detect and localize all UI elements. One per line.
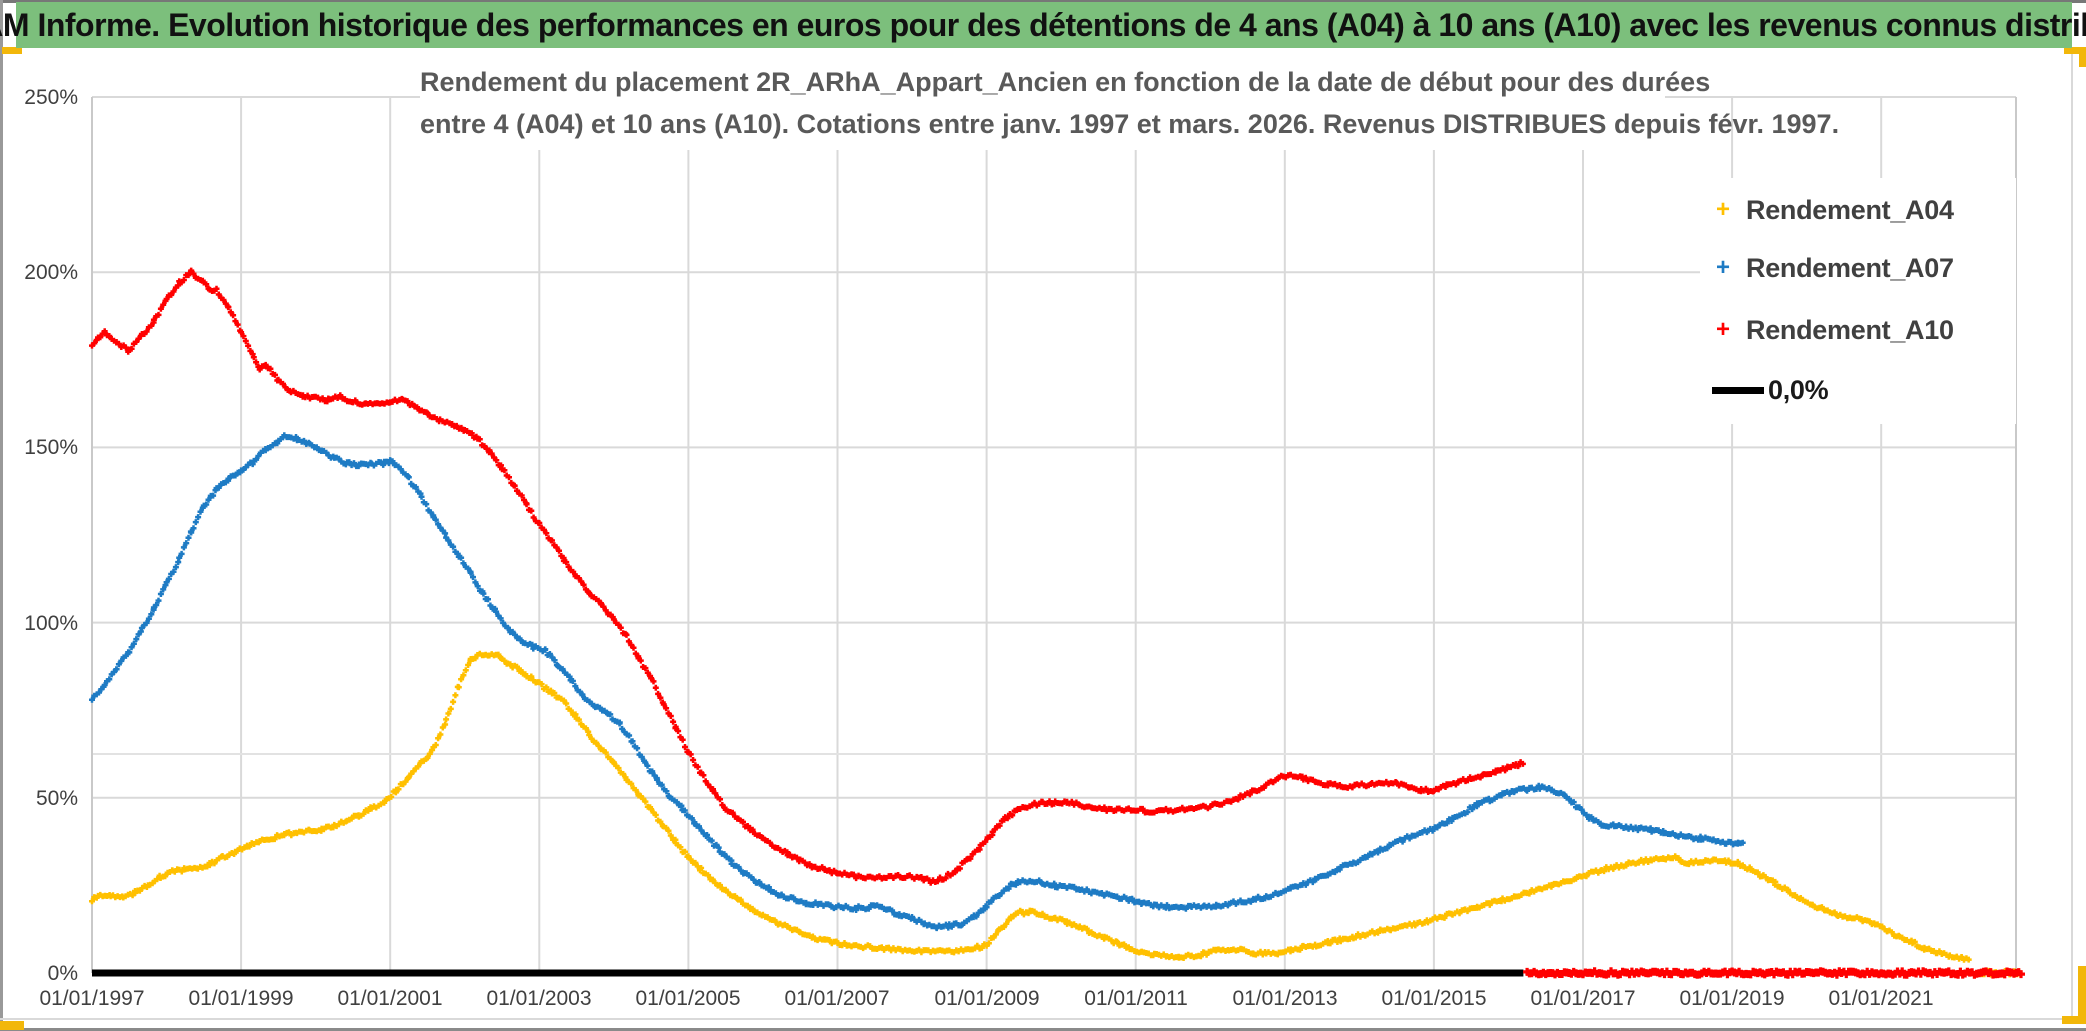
x-axis-label-2021: 01/01/2021 <box>1828 987 1934 1010</box>
x-axis-label-2019: 01/01/2019 <box>1679 987 1785 1010</box>
legend-label: 0,0% <box>1768 374 1829 405</box>
y-axis-label-200: 200% <box>24 261 78 284</box>
x-axis-label-1999: 01/01/1999 <box>188 987 294 1010</box>
x-axis-label-2013: 01/01/2013 <box>1232 987 1338 1010</box>
header-title: ADAM Informe. Evolution historique des p… <box>0 6 2086 43</box>
legend-label: Rendement_A07 <box>1746 252 1954 283</box>
x-axis-label-2001: 01/01/2001 <box>337 987 443 1010</box>
x-axis-label-2015: 01/01/2015 <box>1381 987 1487 1010</box>
frame-border-bottom <box>0 1028 2086 1031</box>
plus-marker-icon: + <box>1715 196 1730 223</box>
y-axis-label-150: 150% <box>24 436 78 459</box>
accent-bottom-right-v <box>2078 966 2086 1024</box>
frame-line-bottom-inner <box>0 1018 2086 1020</box>
chart-title-line2: entre 4 (A04) et 10 ans (A10). Cotations… <box>420 109 1840 139</box>
series-rendement-a10-zero-tail <box>1523 967 2025 979</box>
black-line-sample-icon <box>1712 386 1764 394</box>
series-rendement-a07 <box>89 432 1746 932</box>
x-axis-label-1997: 01/01/1997 <box>39 987 145 1010</box>
header-banner: ADAM Informe. Evolution historique des p… <box>0 2 2086 48</box>
x-axis-label-2005: 01/01/2005 <box>635 987 741 1010</box>
legend-label: Rendement_A04 <box>1746 194 1954 225</box>
y-axis-label-250: 250% <box>24 86 78 109</box>
plus-marker-icon: + <box>1715 254 1730 281</box>
x-axis-label-2003: 01/01/2003 <box>486 987 592 1010</box>
frame-border-left <box>0 0 3 1021</box>
x-axis-label-2017: 01/01/2017 <box>1530 987 1636 1010</box>
accent-top-right-h <box>2064 47 2086 54</box>
legend-item-rendement-a04[interactable]: + Rendement_A04 <box>1700 190 2016 230</box>
legend-item-zero-line[interactable]: 0,0% <box>1700 370 2016 410</box>
y-axis-label-100: 100% <box>24 612 78 635</box>
legend-item-rendement-a10[interactable]: + Rendement_A10 <box>1700 310 2016 350</box>
legend-item-rendement-a07[interactable]: + Rendement_A07 <box>1700 248 2016 288</box>
accent-bottom-right-h <box>2062 1016 2086 1024</box>
y-axis-label-0: 0% <box>47 962 78 985</box>
series-rendement-a10 <box>89 267 1526 886</box>
chart-title-line1: Rendement du placement 2R_ARhA_Appart_An… <box>420 67 1711 97</box>
x-axis-label-2011: 01/01/2011 <box>1084 987 1188 1010</box>
accent-top-right-v <box>2079 47 2086 67</box>
frame-border-top <box>0 0 2086 3</box>
accent-top-left <box>2 47 22 54</box>
plus-marker-icon: + <box>1715 316 1730 343</box>
chart-title: Rendement du placement 2R_ARhA_Appart_An… <box>420 56 1840 150</box>
legend: + Rendement_A04 + Rendement_A07 + Rendem… <box>1700 178 2016 424</box>
series-rendement-a04 <box>89 650 1972 963</box>
frame-line-right <box>2071 48 2073 1018</box>
x-axis-label-2009: 01/01/2009 <box>934 987 1040 1010</box>
x-axis-label-2007: 01/01/2007 <box>784 987 890 1010</box>
accent-bottom-left <box>0 1021 24 1030</box>
y-axis-label-50: 50% <box>35 787 78 810</box>
legend-label: Rendement_A10 <box>1746 314 1954 345</box>
